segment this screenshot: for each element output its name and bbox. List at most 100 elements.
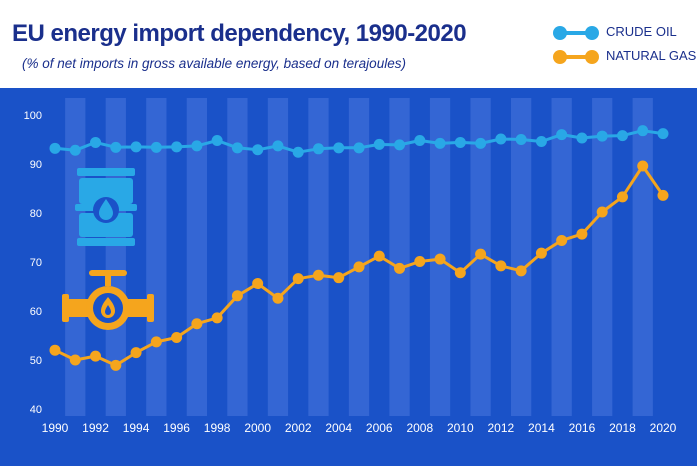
data-point-natural-gas — [272, 292, 284, 304]
data-point-crude-oil — [535, 135, 547, 147]
data-point-natural-gas — [150, 336, 162, 348]
x-axis: 1990 1992 1994 1996 1998 2000 2002 2004 2006 2008… — [42, 421, 677, 435]
data-point-crude-oil — [434, 137, 446, 149]
data-point-crude-oil — [394, 139, 406, 151]
gas-pipeline-valve-icon — [62, 270, 154, 330]
data-point-natural-gas — [495, 260, 507, 272]
legend-swatch-dot-crude-oil — [553, 26, 567, 40]
x-tick-label: 1994 — [123, 421, 150, 435]
legend-swatch-line-crude-oil — [557, 31, 595, 35]
data-point-crude-oil — [191, 140, 203, 152]
legend-item-crude-oil: CRUDE OIL — [553, 24, 693, 48]
y-tick-label: 80 — [30, 208, 42, 220]
data-point-crude-oil — [556, 129, 568, 141]
grid-bands — [65, 98, 653, 416]
data-point-natural-gas — [373, 250, 385, 262]
grid-band — [592, 98, 613, 416]
data-point-natural-gas — [454, 267, 466, 279]
series-crude-oil — [49, 125, 669, 158]
data-point-crude-oil — [231, 142, 243, 154]
data-point-natural-gas — [292, 273, 304, 285]
x-tick-label: 2006 — [366, 421, 393, 435]
data-point-crude-oil — [657, 128, 669, 140]
data-point-crude-oil — [576, 132, 588, 144]
y-tick-label: 60 — [30, 306, 42, 318]
data-point-natural-gas — [49, 344, 61, 356]
data-point-natural-gas — [596, 206, 608, 218]
x-tick-label: 2008 — [406, 421, 433, 435]
data-point-natural-gas — [252, 278, 264, 290]
y-tick-label: 40 — [30, 404, 42, 416]
data-point-natural-gas — [171, 331, 183, 343]
data-point-crude-oil — [333, 142, 345, 154]
grid-band — [389, 98, 410, 416]
y-tick-label: 70 — [30, 257, 42, 269]
data-point-natural-gas — [191, 318, 203, 330]
data-point-natural-gas — [231, 290, 243, 302]
x-tick-label: 1992 — [82, 421, 109, 435]
data-point-crude-oil — [637, 125, 649, 137]
data-point-crude-oil — [454, 136, 466, 148]
data-point-crude-oil — [171, 141, 183, 153]
data-point-natural-gas — [576, 228, 588, 240]
grid-band — [227, 98, 248, 416]
data-point-natural-gas — [69, 354, 81, 366]
data-point-natural-gas — [515, 265, 527, 277]
grid-band — [551, 98, 572, 416]
grid-band — [186, 98, 207, 416]
data-point-crude-oil — [130, 141, 142, 153]
data-point-natural-gas — [616, 191, 628, 203]
legend-swatch-dot-natural-gas — [553, 50, 567, 64]
legend-swatch-dot-crude-oil-2 — [585, 26, 599, 40]
legend-label-crude-oil: CRUDE OIL — [606, 24, 677, 39]
x-tick-label: 1996 — [163, 421, 190, 435]
grid-band — [308, 98, 329, 416]
x-tick-label: 2010 — [447, 421, 474, 435]
grid-band — [348, 98, 370, 416]
y-tick-label: 90 — [30, 159, 42, 171]
data-point-natural-gas — [211, 312, 223, 324]
x-tick-label: 1998 — [204, 421, 231, 435]
chart-subtitle: (% of net imports in gross available ene… — [22, 56, 406, 71]
x-tick-label: 2002 — [285, 421, 312, 435]
legend: CRUDE OIL NATURAL GAS — [553, 24, 697, 72]
data-point-crude-oil — [312, 143, 324, 155]
x-tick-label: 2012 — [488, 421, 515, 435]
y-axis: 100 90 80 70 60 50 40 — [24, 110, 42, 416]
data-point-crude-oil — [596, 130, 608, 142]
data-point-crude-oil — [616, 130, 628, 142]
data-point-crude-oil — [373, 138, 385, 150]
x-tick-label: 2016 — [569, 421, 596, 435]
data-point-crude-oil — [495, 133, 507, 145]
data-point-natural-gas — [394, 262, 406, 274]
data-point-natural-gas — [110, 359, 122, 371]
data-point-crude-oil — [414, 134, 426, 146]
data-point-natural-gas — [657, 189, 669, 201]
data-point-natural-gas — [637, 160, 649, 172]
data-point-natural-gas — [353, 261, 365, 273]
legend-item-natural-gas: NATURAL GAS — [553, 48, 697, 72]
grid-band — [146, 98, 167, 416]
series-natural-gas — [49, 160, 669, 371]
data-point-natural-gas — [475, 248, 487, 260]
legend-label-natural-gas: NATURAL GAS — [606, 48, 697, 63]
data-point-natural-gas — [556, 234, 568, 246]
data-point-crude-oil — [90, 136, 102, 148]
x-tick-label: 2020 — [650, 421, 677, 435]
grid-band — [105, 98, 126, 416]
chart-title: EU energy import dependency, 1990-2020 — [12, 20, 467, 47]
x-tick-label: 2014 — [528, 421, 555, 435]
data-point-natural-gas — [312, 269, 324, 281]
y-tick-label: 50 — [30, 355, 42, 367]
x-tick-label: 1990 — [42, 421, 69, 435]
oil-barrel-icon — [75, 168, 137, 246]
data-point-crude-oil — [211, 134, 223, 146]
data-point-crude-oil — [252, 144, 264, 156]
data-point-natural-gas — [130, 347, 142, 359]
grid-band — [511, 98, 532, 416]
legend-swatch-line-natural-gas — [557, 55, 595, 59]
data-point-crude-oil — [69, 144, 81, 156]
data-point-crude-oil — [150, 141, 162, 153]
